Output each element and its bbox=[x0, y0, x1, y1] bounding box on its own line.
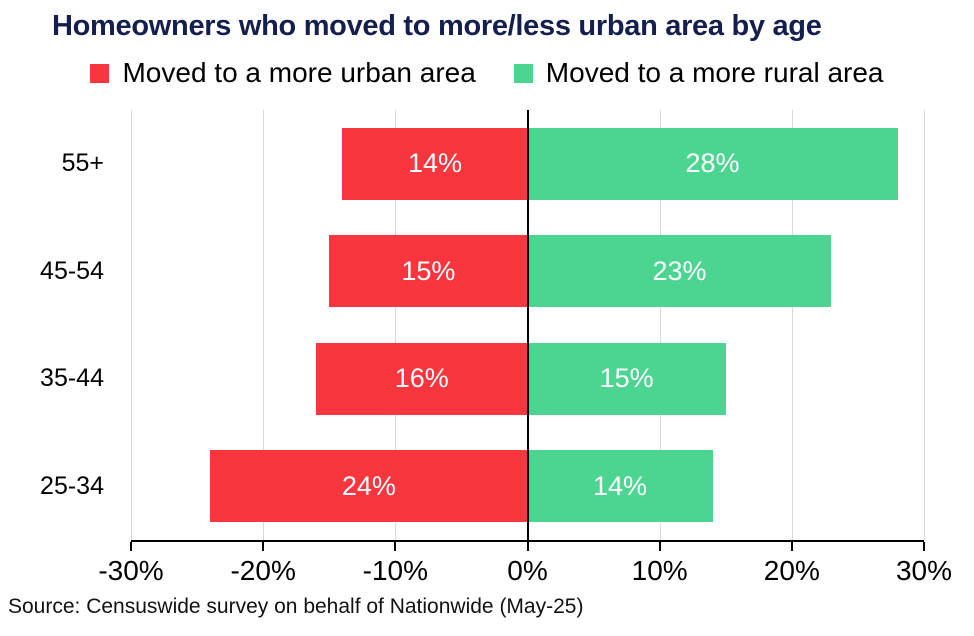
chart-row: 15% 23% bbox=[131, 218, 924, 326]
axis-tick bbox=[526, 542, 529, 551]
source-note: Source: Censuswide survey on behalf of N… bbox=[8, 595, 584, 618]
legend-label: Moved to a more urban area bbox=[122, 57, 476, 88]
x-tick-label: 30% bbox=[895, 555, 953, 586]
x-tick-label: 0% bbox=[507, 555, 548, 586]
x-tick-label: 20% bbox=[763, 555, 820, 586]
category-label: 55+ bbox=[61, 149, 104, 178]
gridline bbox=[791, 110, 793, 540]
axis-tick bbox=[130, 542, 132, 551]
gridline bbox=[263, 110, 265, 540]
axis-tick bbox=[790, 542, 793, 551]
zero-line bbox=[526, 110, 529, 540]
bar-urban: 15% bbox=[329, 235, 528, 308]
legend-label: Moved to a more rural area bbox=[545, 57, 884, 88]
chart-row: 24% 14% bbox=[131, 433, 924, 541]
legend: Moved to a more urban area Moved to a mor… bbox=[0, 57, 974, 89]
bar-rural: 28% bbox=[527, 127, 898, 200]
bar-value-label: 14% bbox=[407, 148, 462, 179]
axis-tick bbox=[262, 542, 265, 551]
bar-rows: 14% 28% 15% 23% 16% 15% 24% 14% bbox=[131, 110, 924, 540]
bar-rural: 14% bbox=[527, 450, 713, 523]
x-tick-label: -20% bbox=[230, 555, 296, 586]
x-tick-label: -10% bbox=[362, 555, 429, 586]
gridline bbox=[659, 110, 661, 540]
category-label: 45-54 bbox=[40, 256, 104, 285]
bar-urban: 16% bbox=[316, 342, 528, 415]
axis-tick bbox=[923, 542, 925, 551]
bar-value-label: 15% bbox=[599, 363, 654, 394]
bar-urban: 24% bbox=[210, 450, 528, 523]
x-tick-label: 10% bbox=[631, 555, 688, 586]
x-tick-label: -30% bbox=[98, 555, 164, 586]
bar-value-label: 16% bbox=[394, 363, 449, 394]
bar-value-label: 28% bbox=[685, 148, 740, 179]
bar-value-label: 24% bbox=[341, 470, 396, 501]
chart-title: Homeowners who moved to more/less urban … bbox=[52, 10, 822, 42]
legend-swatch-rural-icon bbox=[513, 63, 533, 83]
category-axis: 55+ 45-54 35-44 25-34 bbox=[0, 110, 104, 540]
gridline bbox=[924, 110, 925, 540]
chart-row: 14% 28% bbox=[131, 110, 924, 218]
bar-value-label: 23% bbox=[652, 255, 707, 286]
category-label: 25-34 bbox=[40, 471, 104, 500]
gridline bbox=[131, 110, 132, 540]
axis-tick bbox=[394, 542, 397, 551]
category-label: 35-44 bbox=[40, 364, 104, 393]
gridline bbox=[395, 110, 397, 540]
axis-tick bbox=[658, 542, 661, 551]
bar-value-label: 14% bbox=[592, 470, 648, 501]
x-axis: -30% -20% -10% 0% 10% 20% 30% bbox=[98, 542, 952, 602]
legend-item: Moved to a more rural area bbox=[513, 57, 884, 89]
bar-rural: 23% bbox=[527, 235, 832, 308]
bar-urban: 14% bbox=[342, 127, 528, 200]
bar-rural: 15% bbox=[527, 342, 726, 415]
legend-swatch-urban-icon bbox=[90, 63, 110, 83]
chart-row: 16% 15% bbox=[131, 325, 924, 433]
bar-value-label: 15% bbox=[401, 255, 456, 286]
legend-item: Moved to a more urban area bbox=[90, 57, 476, 89]
plot-area: 14% 28% 15% 23% 16% 15% 24% 14% bbox=[131, 110, 925, 542]
